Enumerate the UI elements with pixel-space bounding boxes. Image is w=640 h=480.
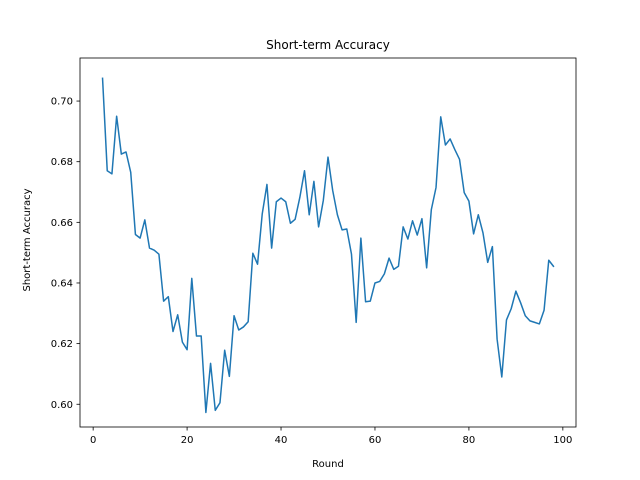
x-axis: 0 20 40 60 80 100 <box>90 427 572 446</box>
plot-frame <box>79 57 577 428</box>
series-line <box>101 77 555 414</box>
y-tick-label: 0.68 <box>51 157 73 168</box>
x-axis-title: Round <box>312 459 344 470</box>
x-tick-label: 80 <box>463 435 476 446</box>
y-tick-label: 0.70 <box>51 97 73 108</box>
x-tick-label: 20 <box>181 435 194 446</box>
y-tick-label: 0.62 <box>51 339 73 350</box>
y-axis-title: Short-term Accuracy <box>22 188 33 291</box>
x-tick-label: 60 <box>369 435 382 446</box>
x-tick-label: 40 <box>275 435 288 446</box>
y-tick-label: 0.60 <box>51 400 73 411</box>
x-tick-label: 0 <box>90 435 96 446</box>
y-tick-label: 0.64 <box>51 278 73 289</box>
y-axis: 0.60 0.62 0.64 0.66 0.68 0.70 <box>51 97 80 411</box>
chart-title: Short-term Accuracy <box>266 38 390 52</box>
plot-area <box>101 77 555 414</box>
x-tick-label: 100 <box>553 435 572 446</box>
y-tick-label: 0.66 <box>51 218 73 229</box>
